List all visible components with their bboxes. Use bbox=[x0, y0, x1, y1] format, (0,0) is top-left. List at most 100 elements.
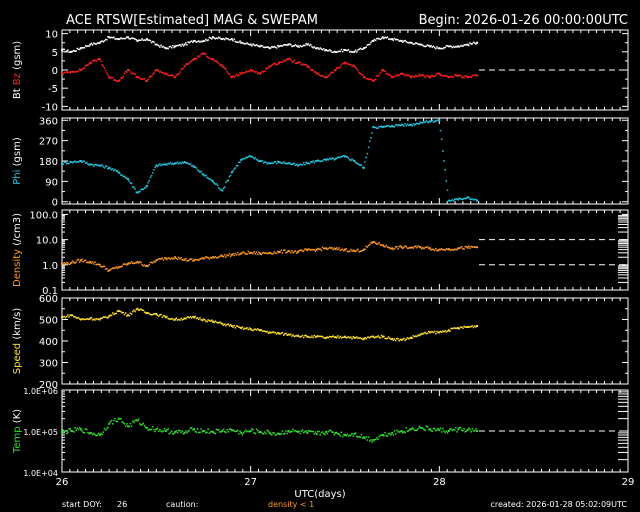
data-point bbox=[199, 55, 201, 57]
data-point bbox=[319, 434, 321, 436]
data-point bbox=[282, 334, 285, 336]
data-point bbox=[265, 161, 267, 163]
data-point bbox=[390, 38, 392, 41]
data-point bbox=[384, 70, 386, 73]
data-point bbox=[302, 44, 305, 47]
data-point bbox=[333, 69, 336, 72]
data-point bbox=[163, 257, 166, 259]
data-point bbox=[398, 339, 400, 342]
data-point bbox=[328, 73, 331, 76]
data-point bbox=[255, 158, 258, 161]
data-point bbox=[446, 330, 449, 332]
data-point bbox=[230, 429, 233, 432]
data-point bbox=[318, 73, 320, 76]
data-point bbox=[154, 69, 156, 72]
data-point bbox=[470, 76, 472, 78]
data-point bbox=[317, 47, 319, 49]
data-point bbox=[188, 429, 191, 432]
data-point bbox=[358, 436, 360, 438]
data-point bbox=[284, 60, 286, 62]
data-point bbox=[189, 60, 192, 63]
data-point bbox=[327, 50, 330, 52]
data-point bbox=[295, 252, 298, 254]
data-point bbox=[430, 74, 432, 77]
data-point bbox=[275, 64, 278, 66]
data-point bbox=[451, 429, 454, 432]
data-point bbox=[291, 250, 293, 252]
data-point bbox=[160, 258, 162, 260]
data-point bbox=[325, 49, 328, 51]
data-point bbox=[285, 332, 287, 335]
data-point bbox=[94, 43, 96, 45]
x-tick-label: 29 bbox=[622, 477, 635, 488]
data-point bbox=[173, 76, 175, 78]
data-point bbox=[248, 327, 251, 329]
data-point bbox=[180, 256, 182, 259]
data-point bbox=[335, 67, 338, 69]
data-point bbox=[160, 44, 162, 47]
data-point bbox=[261, 70, 264, 72]
data-point bbox=[294, 164, 297, 167]
data-point bbox=[226, 180, 228, 182]
data-point bbox=[220, 189, 222, 191]
data-point bbox=[324, 337, 326, 339]
data-point bbox=[65, 261, 68, 264]
data-point bbox=[221, 38, 224, 41]
data-point bbox=[173, 432, 175, 435]
data-point bbox=[261, 432, 264, 435]
data-point bbox=[222, 428, 225, 431]
data-point bbox=[192, 41, 194, 44]
data-point bbox=[386, 36, 389, 38]
data-point bbox=[399, 124, 402, 127]
data-point bbox=[111, 423, 114, 425]
data-point bbox=[311, 46, 313, 48]
data-point bbox=[452, 249, 455, 251]
data-point bbox=[187, 162, 189, 165]
data-point bbox=[319, 335, 321, 338]
data-point bbox=[308, 44, 311, 47]
data-point bbox=[140, 424, 142, 426]
data-point bbox=[274, 160, 277, 163]
data-point bbox=[187, 316, 189, 318]
data-point bbox=[128, 314, 130, 317]
data-point bbox=[449, 76, 451, 78]
data-point bbox=[318, 430, 320, 433]
data-point bbox=[412, 75, 415, 78]
data-point bbox=[360, 250, 363, 252]
data-point bbox=[235, 325, 238, 327]
data-point bbox=[198, 259, 200, 261]
data-point bbox=[169, 318, 172, 321]
y-tick-label: 0 bbox=[52, 66, 58, 77]
data-point bbox=[109, 421, 112, 423]
data-point bbox=[274, 252, 277, 254]
data-point bbox=[332, 335, 334, 337]
data-point bbox=[425, 119, 428, 122]
data-point bbox=[442, 47, 444, 50]
data-point bbox=[334, 336, 337, 339]
data-point bbox=[91, 319, 94, 321]
data-point bbox=[65, 163, 68, 165]
data-point bbox=[351, 432, 353, 435]
data-point bbox=[320, 75, 323, 77]
data-point bbox=[235, 73, 238, 76]
data-point bbox=[265, 331, 267, 333]
data-point bbox=[445, 180, 448, 182]
data-point bbox=[96, 164, 99, 166]
data-point bbox=[129, 312, 132, 315]
data-point bbox=[423, 121, 425, 123]
data-point bbox=[211, 257, 213, 259]
data-point bbox=[445, 247, 448, 250]
data-point bbox=[100, 40, 102, 43]
data-point bbox=[159, 314, 161, 316]
data-point bbox=[68, 71, 70, 73]
data-point bbox=[207, 177, 209, 180]
data-point bbox=[418, 123, 421, 125]
data-point bbox=[242, 251, 245, 253]
data-point bbox=[287, 430, 290, 432]
data-point bbox=[194, 258, 196, 261]
data-point bbox=[240, 327, 243, 330]
data-point bbox=[114, 168, 116, 171]
data-point bbox=[305, 63, 307, 66]
data-point bbox=[279, 161, 281, 164]
